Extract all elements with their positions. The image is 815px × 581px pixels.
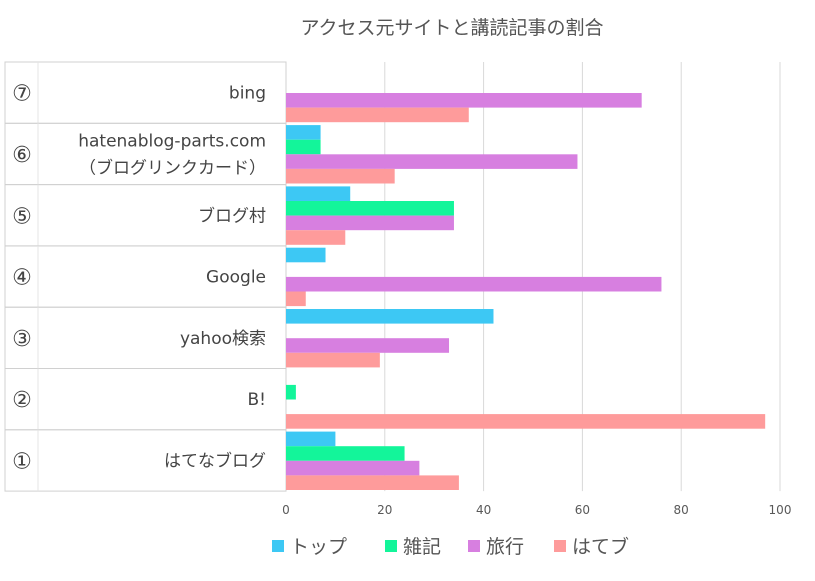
- legend-label: トップ: [290, 536, 347, 558]
- bar-トップ: [286, 125, 321, 140]
- category-table: ⑦ bing ⑥ hatenablog-parts.com （ブログリンクカード） ⑤ ブロ…: [4, 61, 287, 492]
- category-label: Google: [206, 268, 266, 288]
- legend: トップ 雑記 旅行 はてブ: [272, 535, 629, 558]
- bar-はてブ: [286, 230, 346, 245]
- bar-旅行: [286, 338, 450, 353]
- category-label: ブログ村: [198, 205, 266, 226]
- category-label: はてなブログ: [164, 450, 266, 471]
- bar-トップ: [286, 431, 336, 447]
- bar-雑記: [286, 201, 454, 216]
- chart-title: アクセス元サイトと講読記事の割合: [300, 17, 603, 39]
- legend-swatch: [272, 540, 284, 552]
- x-tick-label: 0: [282, 503, 290, 517]
- bar-トップ: [286, 247, 326, 263]
- bar-はてブ: [286, 107, 469, 123]
- bar-はてブ: [286, 352, 380, 368]
- bar-旅行: [286, 154, 578, 169]
- category-number: ⑥: [12, 143, 32, 168]
- bar-トップ: [286, 186, 351, 201]
- x-tick-label: 80: [674, 503, 689, 517]
- bar-雑記: [286, 384, 296, 400]
- bar-はてブ: [286, 291, 306, 307]
- bar-はてブ: [286, 414, 766, 429]
- legend-label: はてブ: [572, 535, 629, 558]
- legend-swatch: [554, 540, 566, 552]
- bar-トップ: [286, 309, 494, 324]
- bars: [286, 93, 766, 490]
- category-label: （ブログリンクカード）: [79, 157, 266, 178]
- x-tick-label: 100: [769, 503, 792, 517]
- category-number: ④: [12, 266, 32, 291]
- legend-label: 旅行: [486, 536, 524, 558]
- bar-旅行: [286, 460, 420, 476]
- category-cell: [4, 368, 287, 431]
- bar-はてブ: [286, 168, 395, 184]
- category-number: ②: [12, 388, 32, 413]
- x-tick-label: 40: [476, 503, 491, 517]
- category-label: bing: [229, 84, 266, 104]
- x-tick-label: 60: [575, 503, 590, 517]
- category-number: ①: [12, 449, 32, 474]
- bar-雑記: [286, 446, 405, 461]
- legend-label: 雑記: [403, 536, 441, 558]
- category-label: hatenablog-parts.com: [78, 131, 266, 151]
- x-axis-ticks: 0 20 40 60 80 100: [282, 503, 791, 517]
- category-number: ③: [12, 327, 32, 352]
- bar-旅行: [286, 215, 454, 231]
- bar-はてブ: [286, 475, 459, 490]
- x-tick-label: 20: [377, 503, 392, 517]
- legend-swatch: [385, 540, 397, 552]
- legend-swatch: [468, 540, 480, 552]
- category-label: B!: [248, 390, 266, 410]
- bar-旅行: [286, 276, 662, 292]
- category-number: ⑤: [12, 204, 32, 229]
- bar-雑記: [286, 139, 321, 155]
- category-number: ⑦: [12, 82, 32, 107]
- category-label: yahoo検索: [180, 329, 266, 349]
- bar-旅行: [286, 93, 642, 108]
